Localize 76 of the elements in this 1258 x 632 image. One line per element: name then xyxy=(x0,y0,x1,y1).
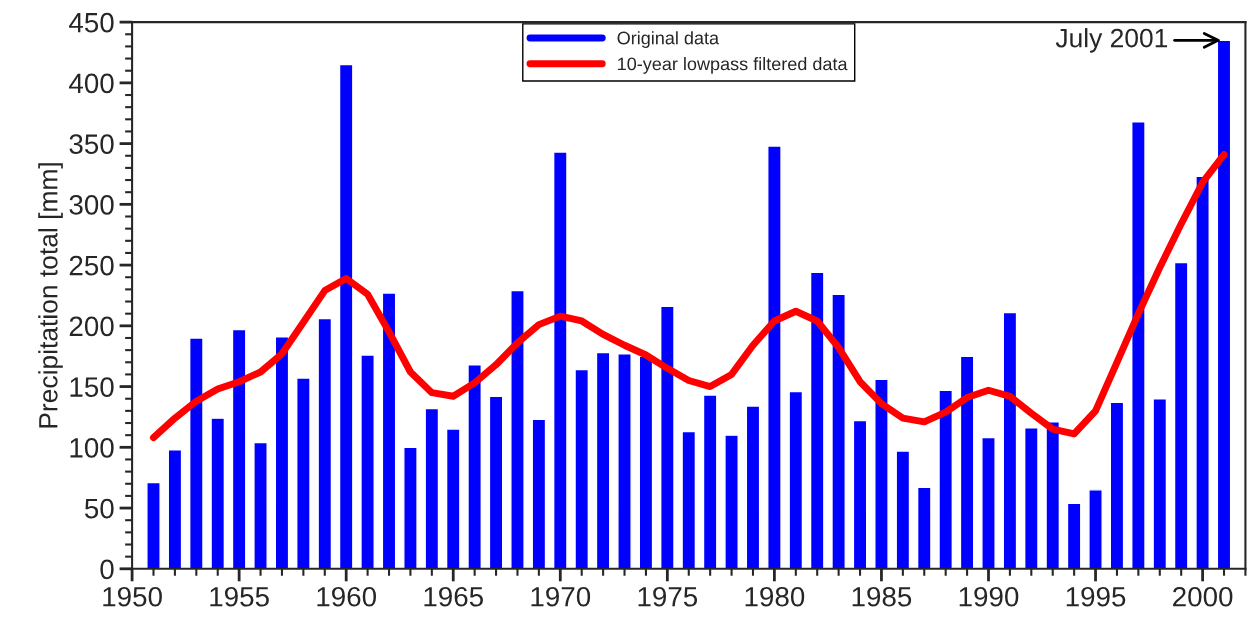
y-tick-label: 50 xyxy=(84,498,114,519)
bar xyxy=(895,450,911,569)
bar xyxy=(916,486,932,569)
bar xyxy=(724,434,739,569)
x-tick-label: 2000 xyxy=(1173,586,1233,607)
x-tick-label: 1955 xyxy=(210,586,269,607)
bar xyxy=(188,337,204,569)
x-tick-label: 1965 xyxy=(424,586,483,607)
x-tick-label: 1960 xyxy=(317,586,377,607)
bar xyxy=(552,151,568,569)
bar xyxy=(660,305,675,569)
bar xyxy=(1131,121,1146,569)
bar xyxy=(852,419,868,569)
bar xyxy=(424,407,440,569)
bar xyxy=(445,428,461,569)
bar xyxy=(681,430,697,569)
bar xyxy=(338,63,354,569)
bar xyxy=(531,418,547,569)
bar xyxy=(617,353,632,569)
y-tick-label: 400 xyxy=(69,73,114,94)
y-tick-label: 350 xyxy=(69,134,114,154)
bar xyxy=(1216,39,1232,569)
y-tick-label: 300 xyxy=(69,195,114,215)
bar xyxy=(638,355,654,569)
bar xyxy=(745,405,761,569)
x-tick-label: 1980 xyxy=(745,586,805,607)
x-tick-label: 1995 xyxy=(1066,586,1126,607)
x-tick-label: 1950 xyxy=(103,586,162,607)
bar xyxy=(1002,311,1018,569)
x-tick-label: 1970 xyxy=(531,586,591,607)
bar xyxy=(381,292,397,569)
bar xyxy=(874,378,889,569)
bar xyxy=(1195,175,1210,569)
bar xyxy=(510,289,525,569)
y-tick-label: 200 xyxy=(69,316,114,337)
bar xyxy=(767,145,782,569)
bar xyxy=(467,364,482,569)
y-tick-label: 100 xyxy=(70,437,114,458)
bar xyxy=(1088,489,1103,569)
bar xyxy=(1173,261,1189,569)
y-tick-label: 450 xyxy=(69,12,114,33)
bar xyxy=(1109,401,1125,569)
annotation: July 2001 xyxy=(1055,28,1168,53)
bar xyxy=(1045,421,1061,569)
bar xyxy=(146,481,161,569)
bar xyxy=(981,436,996,569)
bar xyxy=(702,394,718,569)
bar xyxy=(317,317,333,569)
bar xyxy=(1066,502,1082,569)
bar xyxy=(274,336,290,569)
bar xyxy=(360,354,375,569)
bar xyxy=(231,328,247,569)
legend-label: Original data xyxy=(617,31,720,48)
bar xyxy=(488,395,504,569)
x-tick-label: 1975 xyxy=(638,586,698,607)
bar xyxy=(831,293,846,569)
bar xyxy=(167,449,183,569)
bar xyxy=(403,446,418,569)
bar xyxy=(296,377,311,569)
bar xyxy=(210,417,226,569)
bar xyxy=(788,390,804,569)
y-tick-label: 250 xyxy=(69,255,114,276)
x-tick-label: 1990 xyxy=(959,586,1019,607)
bar xyxy=(595,351,611,569)
bar xyxy=(574,368,590,569)
bar xyxy=(959,355,975,569)
bar xyxy=(253,441,268,569)
y-axis-title: Precipitation total [mm] xyxy=(38,163,63,428)
bar xyxy=(1152,398,1168,569)
x-tick-label: 1985 xyxy=(852,586,912,607)
legend-label: 10-year lowpass filtered data xyxy=(618,57,848,74)
bar xyxy=(938,389,954,569)
bar xyxy=(1023,427,1039,569)
bar xyxy=(809,271,825,569)
y-tick-label: 150 xyxy=(70,377,114,397)
y-tick-label: 0 xyxy=(100,559,114,580)
